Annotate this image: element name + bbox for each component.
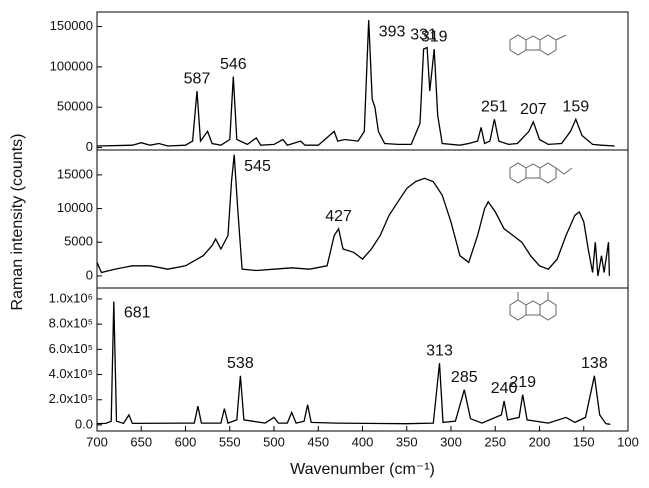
peak-label: 538 [227, 355, 254, 372]
x-tick-label: 450 [307, 434, 329, 449]
peak-label: 681 [124, 305, 151, 322]
x-axis-label: Wavenumber (cm⁻¹) [290, 461, 435, 478]
peak-label: 546 [220, 56, 247, 73]
y-tick-label: 8.0x10⁵ [49, 316, 93, 331]
peak-label: 587 [184, 70, 211, 87]
x-tick-label: 700 [86, 434, 108, 449]
plot-frame [96, 11, 629, 151]
peak-label: 427 [325, 208, 352, 225]
y-tick-label: 15000 [57, 166, 93, 181]
peak-label: 313 [426, 342, 453, 359]
molecule-icon [509, 292, 557, 321]
x-tick-label: 300 [440, 434, 462, 449]
peak-label: 285 [451, 369, 478, 386]
y-tick-label: 100000 [50, 58, 93, 73]
peak-label: 219 [509, 374, 536, 391]
x-tick-label: 600 [175, 434, 197, 449]
spectrum-line [96, 154, 611, 277]
peak-label: 319 [421, 28, 448, 45]
x-tick-label: 250 [484, 434, 506, 449]
spectrum-line [96, 20, 615, 147]
molecule-icon [509, 162, 573, 184]
x-tick-label: 650 [130, 434, 152, 449]
y-tick-label: 150000 [50, 18, 93, 33]
y-tick-label: 0 [86, 139, 93, 154]
y-tick-label: 1.0x10⁶ [49, 290, 93, 305]
x-tick-label: 200 [529, 434, 551, 449]
spectrum-line [96, 301, 611, 425]
x-tick-label: 350 [396, 434, 418, 449]
y-tick-label: 6.0x10⁵ [49, 341, 93, 356]
peak-label: 393 [379, 23, 406, 40]
peak-label: 545 [244, 158, 271, 175]
peak-label: 331 [410, 27, 437, 44]
y-tick-label: 0.0 [75, 416, 93, 431]
peak-label: 138 [581, 355, 608, 372]
peak-label: 240 [491, 380, 518, 397]
molecule-icon [509, 34, 567, 56]
y-tick-label: 4.0x10⁵ [49, 366, 93, 381]
x-tick-label: 550 [219, 434, 241, 449]
peak-label: 159 [562, 99, 589, 116]
y-axis-label: Raman intensity (counts) [9, 134, 26, 311]
x-tick-label: 100 [617, 434, 639, 449]
x-tick-label: 400 [352, 434, 374, 449]
x-tick-label: 150 [573, 434, 595, 449]
peak-label: 207 [520, 101, 547, 118]
y-tick-label: 2.0x10⁵ [49, 391, 93, 406]
y-tick-label: 0 [86, 267, 93, 282]
y-tick-label: 10000 [57, 200, 93, 215]
x-tick-label: 500 [263, 434, 285, 449]
y-tick-label: 50000 [57, 99, 93, 114]
plot-frame [96, 287, 629, 432]
y-tick-label: 5000 [64, 234, 93, 249]
peak-label: 251 [481, 99, 508, 116]
